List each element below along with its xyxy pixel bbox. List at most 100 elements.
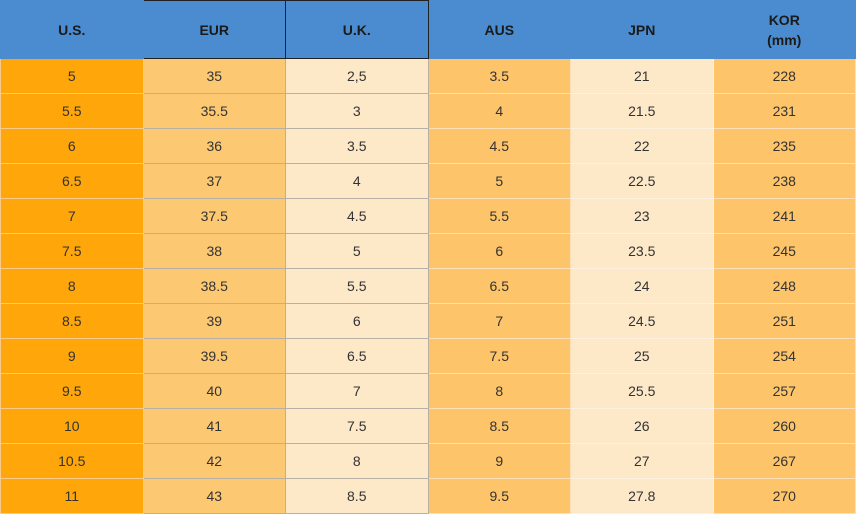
column-header: KOR (mm): [712, 0, 856, 59]
table-cell: 8.5: [285, 478, 429, 514]
table-cell: 238: [712, 163, 856, 199]
table-row: 9 39.5 6.5 7.5 25 254: [0, 338, 856, 374]
table-cell: 6.5: [0, 163, 144, 199]
table-cell: 6: [0, 128, 144, 164]
table-cell: 27: [570, 443, 714, 479]
table-cell: 9.5: [0, 373, 144, 409]
column-header: JPN: [570, 0, 714, 59]
table-cell: 24.5: [570, 303, 714, 339]
table-cell: 241: [712, 198, 856, 234]
table-cell: 254: [712, 338, 856, 374]
column-header: AUS: [427, 0, 571, 59]
column-header: EUR: [142, 0, 286, 59]
column-header: U.S.: [0, 0, 144, 59]
table-cell: 5.5: [0, 93, 144, 129]
table-cell: 270: [712, 478, 856, 514]
table-cell: 4: [285, 163, 429, 199]
table-row: 8.5 39 6 7 24.5 251: [0, 303, 856, 339]
table-cell: 10.5: [0, 443, 144, 479]
table-cell: 37: [142, 163, 286, 199]
table-cell: 7: [0, 198, 144, 234]
table-cell: 39: [142, 303, 286, 339]
table-row: 5.5 35.5 3 4 21.5 231: [0, 93, 856, 129]
table-cell: 43: [142, 478, 286, 514]
table-cell: 7: [285, 373, 429, 409]
table-cell: 3.5: [285, 128, 429, 164]
table-cell: 4.5: [427, 128, 571, 164]
table-cell: 9: [427, 443, 571, 479]
table-cell: 6: [427, 233, 571, 269]
table-cell: 6: [285, 303, 429, 339]
table-cell: 26: [570, 408, 714, 444]
table-cell: 42: [142, 443, 286, 479]
table-cell: 25.5: [570, 373, 714, 409]
table-cell: 7: [427, 303, 571, 339]
table-cell: 4: [427, 93, 571, 129]
table-cell: 2,5: [285, 58, 429, 94]
table-cell: 5: [285, 233, 429, 269]
table-cell: 27.8: [570, 478, 714, 514]
table-cell: 23.5: [570, 233, 714, 269]
table-cell: 251: [712, 303, 856, 339]
table-cell: 6.5: [285, 338, 429, 374]
table-cell: 35.5: [142, 93, 286, 129]
table-cell: 6.5: [427, 268, 571, 304]
column-header: U.K.: [285, 0, 429, 59]
table-cell: 8: [285, 443, 429, 479]
table-cell: 8: [0, 268, 144, 304]
table-cell: 9: [0, 338, 144, 374]
table-cell: 11: [0, 478, 144, 514]
table-cell: 7.5: [427, 338, 571, 374]
table-row: 11 43 8.5 9.5 27.8 270: [0, 478, 856, 514]
table-cell: 37.5: [142, 198, 286, 234]
table-cell: 260: [712, 408, 856, 444]
table-cell: 4.5: [285, 198, 429, 234]
table-cell: 25: [570, 338, 714, 374]
table-cell: 7.5: [0, 233, 144, 269]
table-cell: 267: [712, 443, 856, 479]
table-cell: 36: [142, 128, 286, 164]
table-row: 7 37.5 4.5 5.5 23 241: [0, 198, 856, 234]
table-cell: 5: [0, 58, 144, 94]
table-cell: 7.5: [285, 408, 429, 444]
table-row: 7.5 38 5 6 23.5 245: [0, 233, 856, 269]
table-cell: 40: [142, 373, 286, 409]
table-row: 6 36 3.5 4.5 22 235: [0, 128, 856, 164]
table-cell: 8.5: [427, 408, 571, 444]
table-cell: 22: [570, 128, 714, 164]
table-cell: 5.5: [285, 268, 429, 304]
table-cell: 21: [570, 58, 714, 94]
table-cell: 22.5: [570, 163, 714, 199]
table-cell: 23: [570, 198, 714, 234]
table-cell: 3: [285, 93, 429, 129]
table-cell: 235: [712, 128, 856, 164]
table-cell: 10: [0, 408, 144, 444]
table-cell: 8.5: [0, 303, 144, 339]
table-row: 5 35 2,5 3.5 21 228: [0, 58, 856, 94]
table-cell: 5: [427, 163, 571, 199]
table-cell: 3.5: [427, 58, 571, 94]
table-cell: 228: [712, 58, 856, 94]
table-cell: 39.5: [142, 338, 286, 374]
table-cell: 248: [712, 268, 856, 304]
table-cell: 245: [712, 233, 856, 269]
table-row: 10 41 7.5 8.5 26 260: [0, 408, 856, 444]
table-body: 5 35 2,5 3.5 21 228 5.5 35.5 3 4 21.5 231 6 36 3.5 4.5 2…: [0, 58, 856, 514]
table-cell: 41: [142, 408, 286, 444]
table-cell: 24: [570, 268, 714, 304]
table-cell: 35: [142, 58, 286, 94]
table-row: 10.5 42 8 9 27 267: [0, 443, 856, 479]
table-row: 9.5 40 7 8 25.5 257: [0, 373, 856, 409]
table-cell: 9.5: [427, 478, 571, 514]
table-cell: 21.5: [570, 93, 714, 129]
table-row: 8 38.5 5.5 6.5 24 248: [0, 268, 856, 304]
table-cell: 38: [142, 233, 286, 269]
table-cell: 231: [712, 93, 856, 129]
table-cell: 5.5: [427, 198, 571, 234]
table-cell: 257: [712, 373, 856, 409]
table-cell: 8: [427, 373, 571, 409]
table-head: U.S. EUR U.K. AUS JPN KOR (mm): [0, 0, 856, 59]
header-row: U.S. EUR U.K. AUS JPN KOR (mm): [0, 0, 856, 59]
